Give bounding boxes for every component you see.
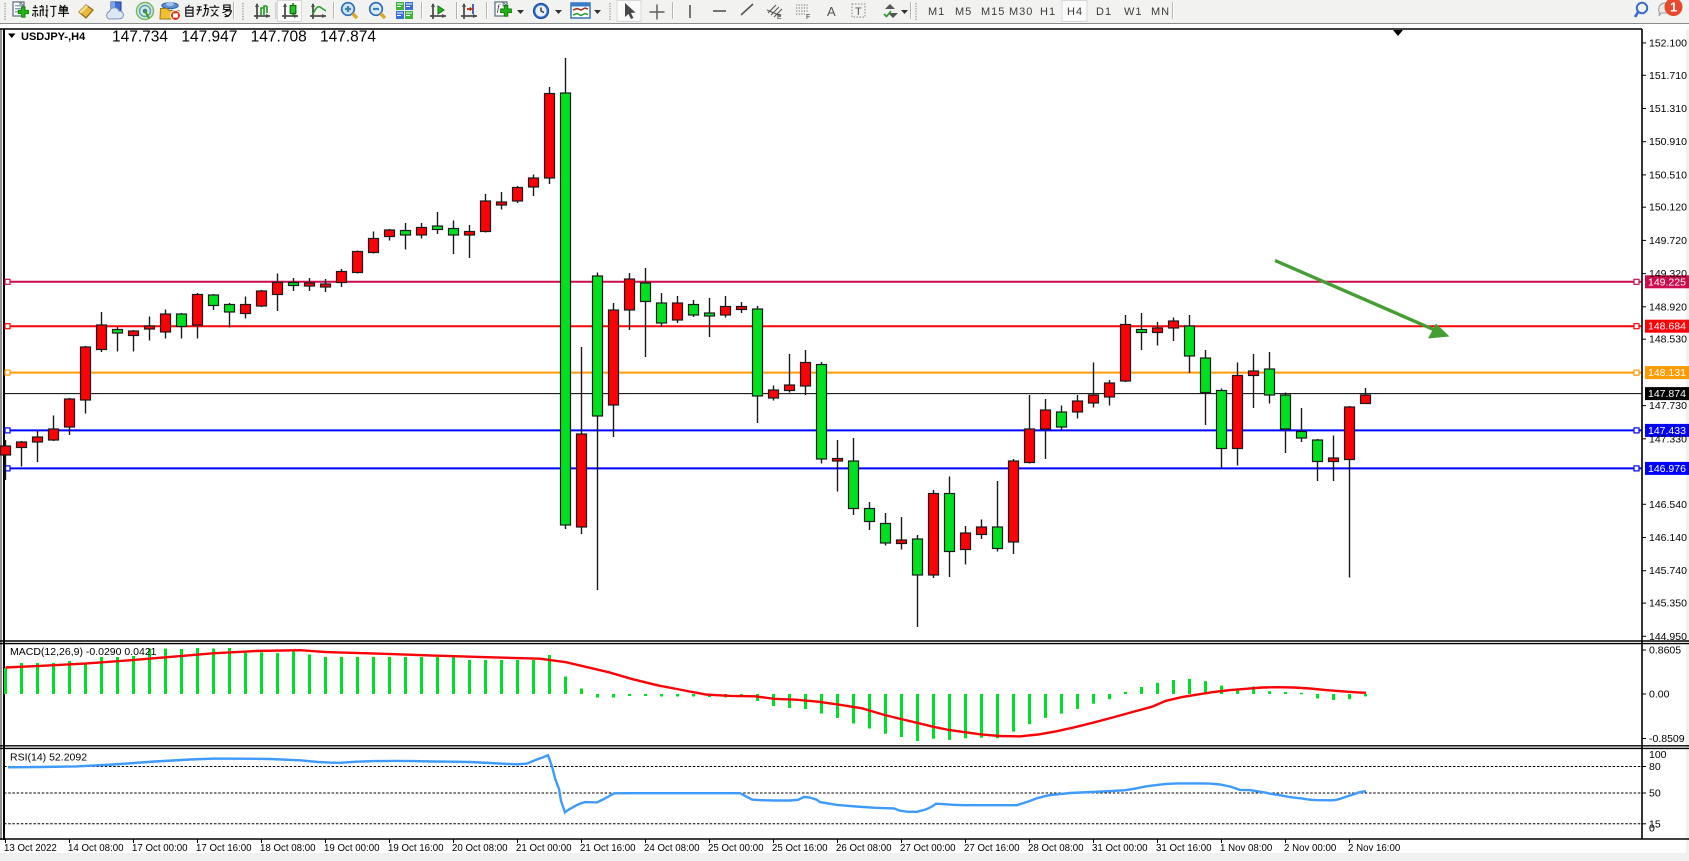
svg-text:-0.8509: -0.8509 xyxy=(1649,733,1685,745)
svg-text:150.120: 150.120 xyxy=(1649,202,1687,214)
svg-text:W1: W1 xyxy=(1124,6,1143,18)
svg-text:27 Oct 16:00: 27 Oct 16:00 xyxy=(964,843,1020,854)
svg-text:M30: M30 xyxy=(1009,6,1033,18)
svg-text:24 Oct 08:00: 24 Oct 08:00 xyxy=(644,843,700,854)
svg-text:31 Oct 16:00: 31 Oct 16:00 xyxy=(1156,843,1212,854)
svg-text:2 Nov 00:00: 2 Nov 00:00 xyxy=(1284,843,1337,854)
svg-text:50: 50 xyxy=(1649,788,1661,800)
svg-text:14 Oct 08:00: 14 Oct 08:00 xyxy=(68,843,124,854)
svg-text:151.310: 151.310 xyxy=(1649,103,1687,115)
svg-text:25 Oct 00:00: 25 Oct 00:00 xyxy=(708,843,764,854)
svg-text:E: E xyxy=(777,14,782,21)
svg-text:150.910: 150.910 xyxy=(1649,136,1687,148)
svg-text:M5: M5 xyxy=(955,6,972,18)
svg-text:149.225: 149.225 xyxy=(1648,276,1686,288)
svg-text:148.131: 148.131 xyxy=(1648,367,1686,379)
svg-text:RSI(14) 52.2092: RSI(14) 52.2092 xyxy=(10,752,87,764)
svg-text:149.720: 149.720 xyxy=(1649,235,1687,247)
svg-text:2 Nov 16:00: 2 Nov 16:00 xyxy=(1348,843,1401,854)
svg-text:145.350: 145.350 xyxy=(1649,598,1687,610)
svg-text:147.730: 147.730 xyxy=(1649,400,1687,412)
svg-text:17 Oct 00:00: 17 Oct 00:00 xyxy=(132,843,188,854)
svg-text:19 Oct 16:00: 19 Oct 16:00 xyxy=(388,843,444,854)
svg-text:147.874: 147.874 xyxy=(1648,388,1686,400)
svg-text:19 Oct 00:00: 19 Oct 00:00 xyxy=(324,843,380,854)
svg-text:151.710: 151.710 xyxy=(1649,70,1687,82)
svg-text:M15: M15 xyxy=(981,6,1005,18)
svg-text:0: 0 xyxy=(1649,823,1655,835)
svg-text:H4: H4 xyxy=(1067,6,1083,18)
svg-text:148.920: 148.920 xyxy=(1649,301,1687,313)
svg-text:147.734 147.947 147.708 147.87: 147.734 147.947 147.708 147.874 xyxy=(112,29,376,46)
svg-text:1: 1 xyxy=(1670,0,1677,15)
svg-text:145.740: 145.740 xyxy=(1649,565,1687,577)
svg-text:1 Nov 08:00: 1 Nov 08:00 xyxy=(1220,843,1273,854)
svg-text:MACD(12,26,9) -0.0290 0.0421: MACD(12,26,9) -0.0290 0.0421 xyxy=(10,646,157,658)
svg-text:146.140: 146.140 xyxy=(1649,532,1687,544)
svg-text:0.00: 0.00 xyxy=(1649,689,1670,701)
svg-text:MN: MN xyxy=(1151,6,1170,18)
svg-text:146.976: 146.976 xyxy=(1648,463,1686,475)
svg-text:148.530: 148.530 xyxy=(1649,334,1687,346)
svg-text:27 Oct 00:00: 27 Oct 00:00 xyxy=(900,843,956,854)
svg-text:H1: H1 xyxy=(1040,6,1056,18)
svg-text:15: 15 xyxy=(1649,818,1661,830)
svg-text:152.100: 152.100 xyxy=(1649,37,1687,49)
svg-text:25 Oct 16:00: 25 Oct 16:00 xyxy=(772,843,828,854)
svg-text:146.540: 146.540 xyxy=(1649,499,1687,511)
svg-text:150.510: 150.510 xyxy=(1649,169,1687,181)
svg-text:USDJPY-,H4: USDJPY-,H4 xyxy=(21,31,86,43)
svg-text:144.950: 144.950 xyxy=(1649,631,1687,643)
svg-text:T: T xyxy=(855,6,862,18)
svg-text:148.684: 148.684 xyxy=(1648,321,1686,333)
svg-text:17 Oct 16:00: 17 Oct 16:00 xyxy=(196,843,252,854)
svg-text:147.330: 147.330 xyxy=(1649,433,1687,445)
svg-text:M1: M1 xyxy=(928,6,945,18)
svg-text:100: 100 xyxy=(1649,749,1667,761)
svg-text:28 Oct 08:00: 28 Oct 08:00 xyxy=(1028,843,1084,854)
svg-text:0.8605: 0.8605 xyxy=(1649,645,1681,657)
svg-text:A: A xyxy=(827,4,836,19)
svg-text:D1: D1 xyxy=(1096,6,1112,18)
svg-text:13 Oct 2022: 13 Oct 2022 xyxy=(4,843,57,854)
svg-text:F: F xyxy=(806,14,810,21)
svg-text:20 Oct 08:00: 20 Oct 08:00 xyxy=(452,843,508,854)
svg-text:26 Oct 08:00: 26 Oct 08:00 xyxy=(836,843,892,854)
svg-text:147.433: 147.433 xyxy=(1648,425,1686,437)
svg-text:21 Oct 16:00: 21 Oct 16:00 xyxy=(580,843,636,854)
svg-text:18 Oct 08:00: 18 Oct 08:00 xyxy=(260,843,316,854)
svg-text:80: 80 xyxy=(1649,761,1661,773)
svg-text:21 Oct 00:00: 21 Oct 00:00 xyxy=(516,843,572,854)
svg-text:f: f xyxy=(497,3,501,13)
svg-text:149.320: 149.320 xyxy=(1649,268,1687,280)
svg-text:31 Oct 00:00: 31 Oct 00:00 xyxy=(1092,843,1148,854)
